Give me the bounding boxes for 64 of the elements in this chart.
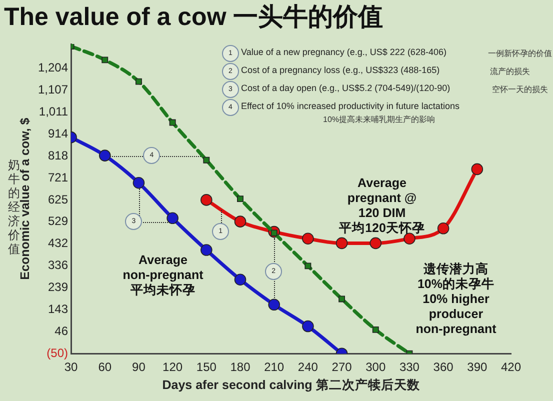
text: 奶牛的经济价值 — [7, 158, 20, 256]
y-tick-label: 143 — [48, 302, 68, 316]
series-label: Average pregnant @ 120 DIM 平均120天怀孕 — [339, 176, 425, 236]
x-tick-label: 30 — [64, 360, 78, 374]
annotation: 一例新怀孕的价值 — [488, 48, 552, 59]
series-label: 遗传潜力高 10%的未孕牛 10% higher producer non-pregnant — [416, 262, 496, 337]
x-tick-label: 390 — [467, 360, 488, 374]
point — [338, 296, 346, 302]
annotation: 空怀一天的损失 — [492, 84, 548, 95]
chart-title: The value of a cow 一头牛的价值 — [4, 2, 384, 33]
y-tick-label: 239 — [48, 280, 68, 294]
annotation: 流产的损失 — [490, 66, 530, 77]
y-tick-label: 625 — [48, 192, 68, 206]
point — [132, 176, 145, 189]
point — [304, 262, 312, 270]
y-tick-label: 1,107 — [38, 82, 68, 97]
point — [169, 119, 176, 126]
point — [437, 222, 450, 234]
x-tick-label: 150 — [196, 360, 217, 374]
point — [302, 232, 314, 245]
annotation: Cost of a pregnancy loss (e.g., US$323 (488-165) — [241, 65, 440, 75]
y-tick-label: 336 — [48, 258, 68, 272]
point — [372, 326, 379, 333]
y-tick-label: 46 — [54, 324, 68, 338]
x-tick-label: 90 — [132, 360, 146, 374]
x-tick-label: 60 — [98, 360, 112, 374]
y-tick-label: 721 — [48, 170, 68, 184]
point — [268, 298, 280, 311]
series-label: Average non-pregnant 平均未怀孕 — [122, 253, 204, 298]
x-tick-label: 120 — [162, 360, 183, 374]
point — [200, 244, 212, 256]
x-tick-label: 270 — [332, 360, 352, 374]
x-tick-label: 240 — [298, 360, 318, 374]
y-tick-label: 818 — [48, 148, 68, 162]
annotation: Cost of a day open (e.g., US$5.2 (704-549)/(120-90) — [241, 83, 450, 93]
point — [234, 274, 246, 286]
y-tick-label: (50) — [46, 346, 68, 360]
annotation: 10%提高未来哺乳期生产的影响 — [323, 114, 436, 125]
y-tick-label: 1,011 — [38, 104, 68, 118]
x-tick-label: 300 — [366, 360, 386, 374]
x-tick-label: 330 — [399, 360, 420, 374]
point — [336, 237, 348, 250]
annotation: Effect of 10% increased productivity in future lactations — [241, 101, 460, 111]
y-tick-label: 529 — [48, 214, 68, 228]
x-tick-label: 360 — [433, 360, 454, 374]
point — [370, 237, 382, 250]
point — [98, 150, 111, 162]
point — [234, 216, 246, 228]
point — [135, 78, 142, 85]
x-tick-label: 420 — [500, 360, 522, 374]
point — [200, 194, 212, 206]
point — [471, 163, 484, 176]
y-tick-label: 914 — [48, 126, 68, 140]
x-axis-title: Days afer second calving 第二次产犊后天数 — [162, 376, 421, 392]
point — [302, 320, 314, 332]
y-tick-label: 1,204 — [38, 60, 68, 74]
x-tick-label: 180 — [230, 360, 251, 374]
x-tick-label: 210 — [264, 360, 284, 374]
annotation: Value of a new pregnancy (e.g., US$ 222 (628-406) — [241, 47, 446, 57]
y-tick-label: 432 — [48, 236, 68, 250]
point — [166, 212, 178, 224]
point — [237, 196, 244, 202]
point — [102, 56, 108, 64]
point — [203, 156, 210, 164]
